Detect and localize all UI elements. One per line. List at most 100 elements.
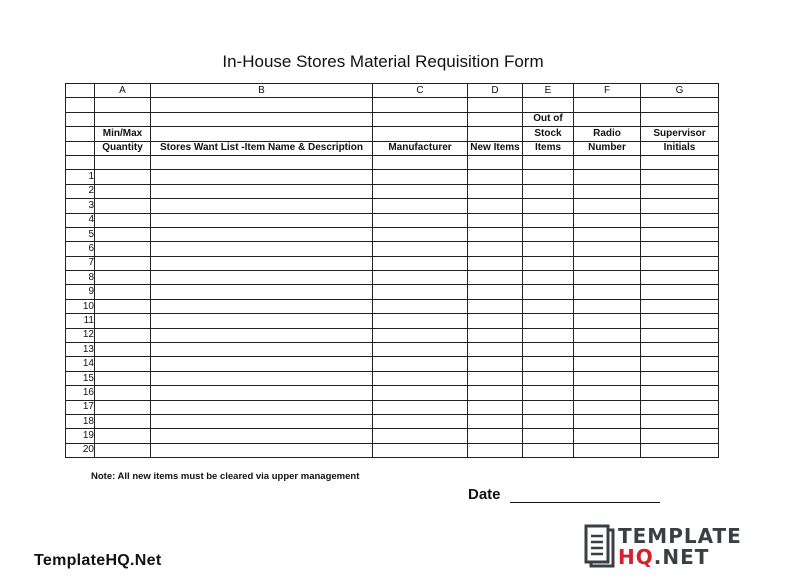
entry-cell[interactable] [94,270,151,286]
entry-cell[interactable] [573,226,641,243]
entry-cell[interactable] [150,226,373,243]
entry-cell[interactable] [573,399,641,415]
entry-cell[interactable] [467,428,523,444]
entry-cell[interactable] [467,342,523,358]
entry-cell[interactable] [94,226,151,243]
entry-cell[interactable] [640,313,719,329]
entry-cell[interactable] [467,442,523,459]
entry-cell[interactable] [94,327,151,344]
entry-cell[interactable] [150,270,373,286]
entry-cell[interactable] [522,241,574,257]
entry-cell[interactable] [94,198,151,214]
entry-cell[interactable] [522,169,574,185]
entry-cell[interactable] [573,370,641,387]
entry-cell[interactable] [640,169,719,185]
entry-cell[interactable] [94,183,151,200]
entry-cell[interactable] [640,255,719,272]
entry-cell[interactable] [467,313,523,329]
entry-cell[interactable] [573,183,641,200]
entry-cell[interactable] [640,270,719,286]
entry-cell[interactable] [372,169,468,185]
entry-cell[interactable] [467,241,523,257]
entry-cell[interactable] [372,370,468,387]
entry-cell[interactable] [150,442,373,459]
entry-cell[interactable] [372,183,468,200]
entry-cell[interactable] [573,212,641,228]
entry-cell[interactable] [150,385,373,401]
entry-cell[interactable] [372,241,468,257]
entry-cell[interactable] [467,212,523,228]
entry-cell[interactable] [640,226,719,243]
entry-cell[interactable] [94,385,151,401]
entry-cell[interactable] [467,255,523,272]
entry-cell[interactable] [573,413,641,430]
entry-cell[interactable] [522,428,574,444]
entry-cell[interactable] [640,342,719,358]
entry-cell[interactable] [372,356,468,372]
entry-cell[interactable] [372,399,468,415]
entry-cell[interactable] [573,442,641,459]
entry-cell[interactable] [372,270,468,286]
entry-cell[interactable] [94,241,151,257]
entry-cell[interactable] [467,327,523,344]
date-field[interactable] [510,502,660,503]
entry-cell[interactable] [467,169,523,185]
entry-cell[interactable] [522,198,574,214]
entry-cell[interactable] [640,198,719,214]
entry-cell[interactable] [573,198,641,214]
entry-cell[interactable] [372,255,468,272]
entry-cell[interactable] [640,370,719,387]
entry-cell[interactable] [94,313,151,329]
entry-cell[interactable] [522,342,574,358]
entry-cell[interactable] [150,183,373,200]
entry-cell[interactable] [640,183,719,200]
entry-cell[interactable] [573,169,641,185]
entry-cell[interactable] [372,327,468,344]
entry-cell[interactable] [573,356,641,372]
entry-cell[interactable] [372,442,468,459]
entry-cell[interactable] [94,255,151,272]
entry-cell[interactable] [522,270,574,286]
entry-cell[interactable] [522,442,574,459]
entry-cell[interactable] [522,313,574,329]
entry-cell[interactable] [640,212,719,228]
entry-cell[interactable] [573,298,641,315]
entry-cell[interactable] [150,313,373,329]
entry-cell[interactable] [94,298,151,315]
entry-cell[interactable] [467,356,523,372]
entry-cell[interactable] [467,270,523,286]
entry-cell[interactable] [522,327,574,344]
entry-cell[interactable] [522,298,574,315]
entry-cell[interactable] [522,370,574,387]
entry-cell[interactable] [372,298,468,315]
entry-cell[interactable] [467,183,523,200]
entry-cell[interactable] [640,298,719,315]
entry-cell[interactable] [467,385,523,401]
entry-cell[interactable] [573,428,641,444]
entry-cell[interactable] [150,342,373,358]
entry-cell[interactable] [150,241,373,257]
entry-cell[interactable] [467,413,523,430]
entry-cell[interactable] [94,342,151,358]
entry-cell[interactable] [467,399,523,415]
entry-cell[interactable] [372,198,468,214]
entry-cell[interactable] [150,169,373,185]
entry-cell[interactable] [522,212,574,228]
entry-cell[interactable] [522,226,574,243]
entry-cell[interactable] [372,342,468,358]
entry-cell[interactable] [150,198,373,214]
entry-cell[interactable] [94,284,151,300]
entry-cell[interactable] [573,342,641,358]
entry-cell[interactable] [522,413,574,430]
entry-cell[interactable] [94,356,151,372]
entry-cell[interactable] [94,370,151,387]
entry-cell[interactable] [372,428,468,444]
entry-cell[interactable] [640,413,719,430]
entry-cell[interactable] [150,298,373,315]
entry-cell[interactable] [467,198,523,214]
entry-cell[interactable] [150,399,373,415]
entry-cell[interactable] [150,212,373,228]
entry-cell[interactable] [94,442,151,459]
entry-cell[interactable] [573,255,641,272]
entry-cell[interactable] [640,428,719,444]
